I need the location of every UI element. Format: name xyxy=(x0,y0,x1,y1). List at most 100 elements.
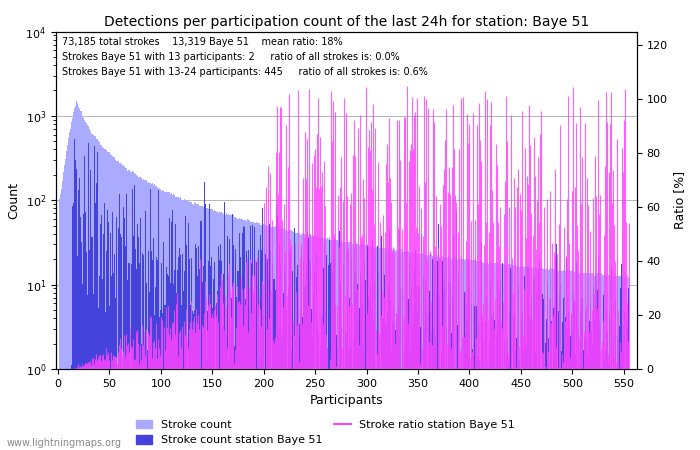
Bar xyxy=(442,256,443,450)
Bar xyxy=(448,256,449,450)
Bar xyxy=(103,234,104,450)
Bar xyxy=(130,171,131,450)
Bar xyxy=(156,186,158,450)
Bar xyxy=(620,288,621,450)
Bar xyxy=(486,296,487,450)
Bar xyxy=(270,251,272,450)
Bar xyxy=(608,275,609,450)
Bar xyxy=(241,219,243,450)
Bar xyxy=(309,234,311,450)
Bar xyxy=(73,202,74,450)
Bar xyxy=(614,276,615,450)
Bar xyxy=(478,324,480,450)
Bar xyxy=(195,203,197,450)
Text: Strokes Baye 51 with 13-24 participants: 445     ratio of all strokes is: 0.6%: Strokes Baye 51 with 13-24 participants:… xyxy=(62,67,428,77)
Bar xyxy=(415,253,416,450)
Bar xyxy=(182,200,183,450)
Bar xyxy=(473,261,474,450)
Bar xyxy=(419,327,421,450)
Bar xyxy=(503,265,504,450)
Bar xyxy=(340,241,342,450)
Bar xyxy=(427,255,428,450)
Bar xyxy=(143,179,144,450)
Bar xyxy=(599,274,601,450)
Bar xyxy=(354,273,355,450)
Bar xyxy=(386,248,388,450)
Bar xyxy=(167,276,169,450)
Bar xyxy=(468,259,469,450)
Bar xyxy=(160,310,162,450)
Bar xyxy=(94,203,96,450)
Bar xyxy=(247,219,248,450)
Bar xyxy=(507,337,508,450)
Bar xyxy=(483,263,484,450)
Bar xyxy=(235,216,237,450)
Bar xyxy=(627,275,629,450)
Bar xyxy=(555,257,556,450)
Bar xyxy=(215,211,216,450)
Bar xyxy=(391,249,392,450)
Bar xyxy=(370,287,371,450)
Bar xyxy=(239,219,241,450)
Bar xyxy=(333,253,334,450)
Bar xyxy=(554,305,555,450)
Bar xyxy=(621,276,622,450)
Bar xyxy=(290,230,291,450)
Bar xyxy=(253,222,254,450)
Bar xyxy=(304,288,305,450)
Title: Detections per participation count of the last 24h for station: Baye 51: Detections per participation count of th… xyxy=(104,15,589,29)
Bar xyxy=(447,258,448,450)
Bar xyxy=(84,120,85,450)
Bar xyxy=(274,290,276,450)
Bar xyxy=(605,350,606,450)
Bar xyxy=(555,269,556,450)
Bar xyxy=(200,206,202,450)
Bar xyxy=(437,255,438,450)
Bar xyxy=(69,132,70,450)
Bar xyxy=(174,194,175,450)
Bar xyxy=(572,270,573,450)
Bar xyxy=(557,271,559,450)
Bar xyxy=(155,186,156,450)
Bar xyxy=(425,280,426,450)
Bar xyxy=(419,254,421,450)
Bar xyxy=(541,369,542,450)
Bar xyxy=(428,254,429,450)
Bar xyxy=(326,255,327,450)
Bar xyxy=(337,240,338,450)
Bar xyxy=(609,315,610,450)
Bar xyxy=(151,251,152,450)
Bar xyxy=(332,272,333,450)
Bar xyxy=(624,310,625,450)
Bar xyxy=(211,209,212,450)
Bar xyxy=(608,363,609,450)
Bar xyxy=(616,369,617,450)
Bar xyxy=(70,129,71,450)
Bar xyxy=(551,321,552,450)
Bar xyxy=(86,123,88,450)
Bar xyxy=(495,263,496,450)
Bar xyxy=(435,257,436,450)
Bar xyxy=(603,361,605,450)
Bar xyxy=(466,260,467,450)
Bar xyxy=(476,306,477,450)
Bar xyxy=(491,263,493,450)
Bar xyxy=(483,341,484,450)
Bar xyxy=(276,215,278,450)
Bar xyxy=(568,322,570,450)
Bar xyxy=(111,275,112,450)
Bar xyxy=(217,291,218,450)
Bar xyxy=(460,369,461,450)
Bar xyxy=(574,272,575,450)
Bar xyxy=(178,197,179,450)
Bar xyxy=(243,220,244,450)
Bar xyxy=(458,369,460,450)
Bar xyxy=(199,269,200,450)
Bar xyxy=(504,342,505,450)
Bar xyxy=(622,351,623,450)
Bar xyxy=(514,265,515,450)
Bar xyxy=(180,198,181,450)
Bar xyxy=(152,183,153,450)
Bar xyxy=(299,324,300,450)
Bar xyxy=(392,321,393,450)
